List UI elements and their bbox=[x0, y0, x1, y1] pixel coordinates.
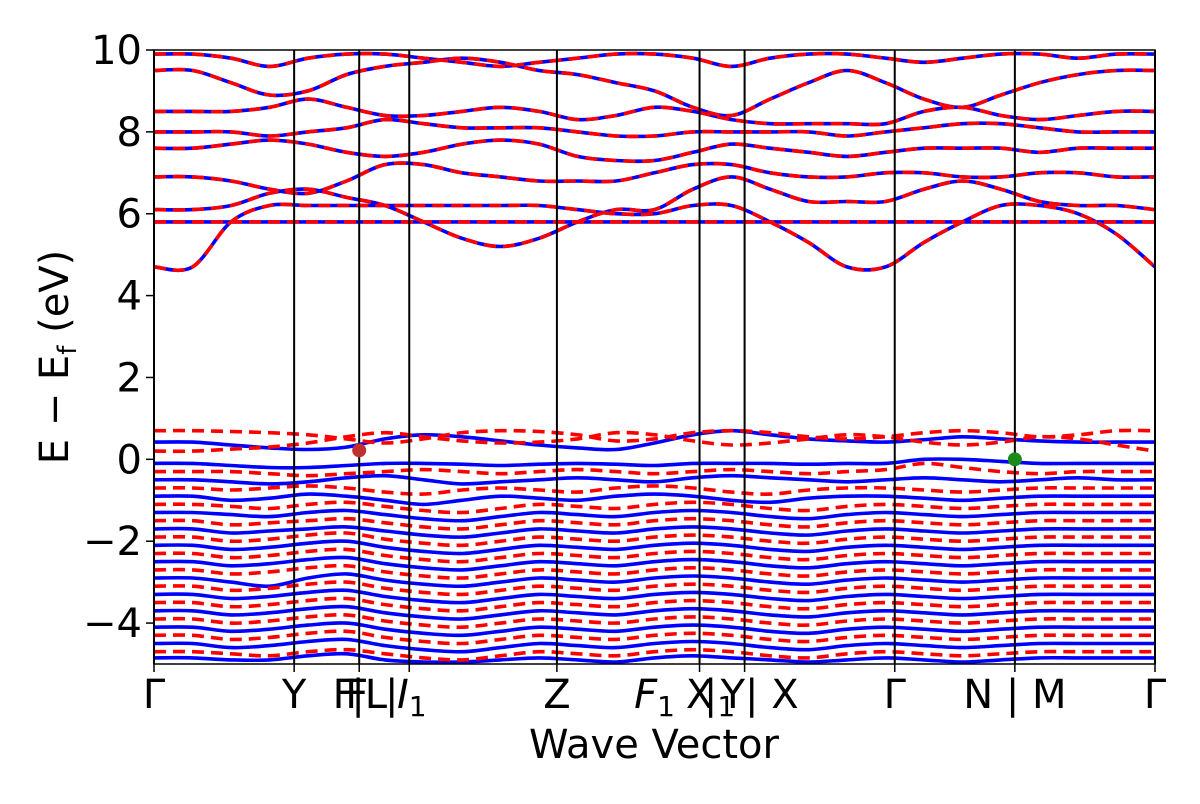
y-axis-title-main: E − E bbox=[32, 355, 78, 465]
band-line-1-12 bbox=[154, 484, 1155, 496]
band-line-0-18 bbox=[154, 588, 1155, 605]
x-tick-label: N | M bbox=[963, 672, 1066, 718]
band-line-1-11 bbox=[154, 461, 1155, 478]
x-axis-ticks: Γ Y FF|L|I1 Z F1 X|1Y| X Γ N | M Γ bbox=[143, 664, 1167, 723]
band-line-0-20 bbox=[154, 621, 1155, 638]
band-line-0-10 bbox=[154, 457, 1155, 470]
band-line-1-19 bbox=[154, 596, 1155, 613]
x-tick-label: | bbox=[385, 672, 398, 718]
bands-layer bbox=[154, 51, 1155, 664]
x-tick-label: |1 bbox=[704, 672, 735, 723]
band-line-1-16 bbox=[154, 547, 1155, 564]
band-line-1-6 bbox=[154, 97, 1155, 127]
band-line-1-5 bbox=[154, 117, 1155, 139]
band-line-1-9 bbox=[154, 428, 1155, 445]
band-line-0-15 bbox=[154, 539, 1155, 556]
x-tick-label: F bbox=[333, 672, 356, 718]
plot-frame bbox=[153, 49, 1156, 665]
band-line-0-12 bbox=[154, 492, 1155, 507]
band-line-1-2 bbox=[154, 175, 1155, 249]
band-line-0-22 bbox=[154, 651, 1155, 664]
x-axis-title: Wave Vector bbox=[529, 722, 780, 768]
x-tick-label: Γ bbox=[884, 672, 907, 718]
x-tick-label: Γ bbox=[143, 672, 166, 718]
y-tick-label: 0 bbox=[117, 437, 142, 483]
y-tick-label: 4 bbox=[117, 274, 142, 320]
x-tick-label: Y bbox=[281, 672, 307, 718]
band-line-1-10 bbox=[154, 430, 1155, 454]
y-tick-label: 10 bbox=[91, 28, 142, 74]
band-line-1-0 bbox=[154, 202, 1155, 273]
band-line-0-4 bbox=[154, 138, 1155, 164]
band-line-1-17 bbox=[154, 563, 1155, 580]
band-line-0-19 bbox=[154, 604, 1155, 621]
band-extremum-marker-1 bbox=[1007, 452, 1022, 467]
band-line-0-9 bbox=[154, 428, 1155, 452]
y-tick-label: 2 bbox=[117, 355, 142, 401]
band-line-1-14 bbox=[154, 516, 1155, 531]
y-axis-ticks: −4 −2 0 2 4 6 8 10 bbox=[83, 28, 154, 647]
x-tick-label: F1 bbox=[634, 672, 675, 723]
band-line-0-13 bbox=[154, 508, 1155, 523]
band-line-1-22 bbox=[154, 647, 1155, 662]
band-line-0-6 bbox=[154, 97, 1155, 127]
band-line-0-0 bbox=[154, 202, 1155, 273]
x-tick-label: F bbox=[345, 672, 368, 718]
y-tick-label: 6 bbox=[117, 192, 142, 238]
marker-layer bbox=[352, 443, 1022, 467]
band-line-0-7 bbox=[154, 56, 1155, 118]
x-tick-label: |L bbox=[351, 672, 387, 718]
band-extremum-marker-0 bbox=[352, 443, 367, 458]
y-axis-title-subscript: f bbox=[53, 345, 83, 355]
x-tick-label: I1 bbox=[397, 672, 427, 723]
y-tick-label: 8 bbox=[117, 110, 142, 156]
y-axis-title-unit: (eV) bbox=[32, 250, 78, 346]
y-axis-title: E − Ef (eV) bbox=[32, 250, 83, 465]
band-line-1-20 bbox=[154, 612, 1155, 630]
band-line-1-3 bbox=[154, 161, 1155, 196]
band-line-0-16 bbox=[154, 555, 1155, 572]
band-line-0-17 bbox=[154, 572, 1155, 589]
band-line-0-21 bbox=[154, 637, 1155, 654]
x-tick-label: Z bbox=[543, 672, 570, 718]
x-tick-label: Γ bbox=[1144, 672, 1167, 718]
x-tick-label: X bbox=[686, 672, 713, 718]
x-tick-label: Y| X bbox=[720, 672, 799, 718]
band-line-1-4 bbox=[154, 138, 1155, 164]
band-line-1-21 bbox=[154, 629, 1155, 646]
band-line-1-18 bbox=[154, 580, 1155, 597]
y-tick-label: −2 bbox=[83, 519, 142, 565]
y-tick-label: −4 bbox=[83, 601, 142, 647]
band-line-1-13 bbox=[154, 500, 1155, 515]
band-line-0-11 bbox=[154, 473, 1155, 486]
band-line-0-5 bbox=[154, 117, 1155, 139]
band-line-1-8 bbox=[154, 51, 1155, 69]
band-line-0-14 bbox=[154, 525, 1155, 539]
band-line-1-15 bbox=[154, 531, 1155, 548]
